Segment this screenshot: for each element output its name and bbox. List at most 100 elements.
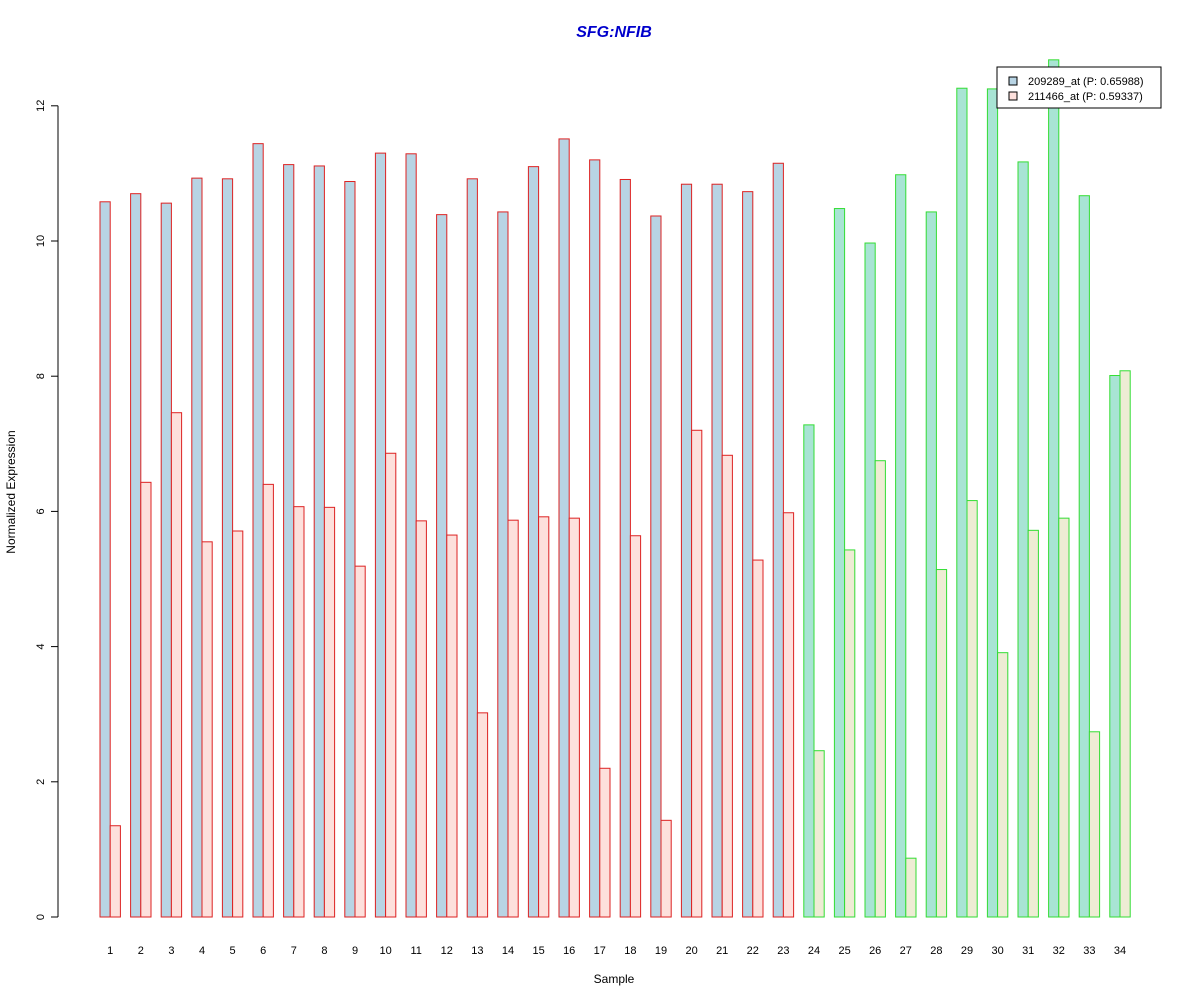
x-tick-label: 11 [410,945,421,957]
bar-series-2-sample-2 [140,481,152,918]
x-tick-label: 15 [532,945,544,957]
bar-series-1-sample-24 [803,424,815,918]
bar-series-2-sample-29 [966,500,978,918]
bar-series-2-sample-14 [507,519,519,918]
bar-series-1-sample-9 [344,181,356,918]
bar-series-1-sample-16 [558,138,570,918]
legend-entry-series-2: 211466_at (P: 0.59337) [1028,91,1143,103]
bar-series-2-sample-1 [109,825,121,918]
bar-series-2-sample-19 [660,819,672,918]
bar-series-2-sample-12 [446,534,458,918]
x-tick-label: 31 [1022,945,1034,957]
y-axis: 0 2 4 6 8 10 12 [35,100,59,920]
bars [99,59,1131,918]
bar-series-1-sample-11 [405,153,417,918]
chart-title: SFG:NFIB [576,24,652,41]
bar-series-1-sample-1 [99,201,111,918]
x-tick-label: 25 [838,945,850,957]
x-tick-label: 28 [930,945,942,957]
bar-series-1-sample-3 [160,202,172,918]
x-tick-label: 6 [260,945,266,957]
bar-series-2-sample-32 [1058,517,1070,918]
bar-series-2-sample-6 [262,483,274,918]
x-tick-label: 18 [624,945,636,957]
bar-series-1-sample-7 [283,164,295,918]
x-tick-label: 34 [1114,945,1126,957]
bar-series-2-sample-7 [293,506,305,918]
x-axis-tick-labels: 1 2 3 4 5 6 7 8 9 10 11 12 13 14 15 16 17 18 19 20 21 22 23 24 2… [107,945,1126,957]
bar-series-1-sample-25 [833,208,846,918]
x-tick-label: 33 [1083,945,1095,957]
y-tick-label: 6 [35,508,47,514]
x-tick-label: 17 [594,945,606,957]
bar-series-1-sample-18 [619,178,631,918]
x-tick-label: 20 [685,945,697,957]
bar-series-2-sample-8 [323,506,336,918]
bar-series-2-sample-31 [1027,529,1039,918]
bar-series-1-sample-27 [895,174,907,918]
x-tick-label: 30 [991,945,1003,957]
bar-series-1-sample-22 [742,191,754,918]
bar-series-2-sample-9 [354,565,366,918]
bar-series-1-sample-33 [1078,195,1090,918]
bar-series-1-sample-6 [252,143,264,918]
y-tick-label: 2 [35,779,47,785]
x-tick-label: 4 [199,945,205,957]
x-tick-label: 23 [777,945,789,957]
bar-series-1-sample-30 [986,88,999,918]
bar-series-2-sample-25 [844,549,856,918]
x-axis-label: Sample [594,972,635,986]
bar-series-2-sample-18 [629,535,642,918]
x-tick-label: 22 [747,945,759,957]
bar-series-2-sample-13 [476,712,489,918]
x-tick-label: 29 [961,945,973,957]
bar-series-1-sample-29 [956,87,968,918]
bar-series-2-sample-34 [1119,370,1131,918]
y-tick-label: 10 [35,235,47,247]
x-tick-label: 24 [808,945,820,957]
bar-series-1-sample-2 [130,193,142,918]
x-tick-label: 26 [869,945,881,957]
legend-swatch-series-1 [1008,76,1018,86]
bar-series-1-sample-15 [527,166,540,918]
bar-series-1-sample-13 [466,178,478,918]
bar-series-1-sample-28 [925,211,937,918]
x-tick-label: 19 [655,945,667,957]
bar-series-2-sample-20 [691,429,703,918]
bar-series-1-sample-31 [1017,161,1029,918]
bar-series-1-sample-32 [1048,59,1060,918]
bar-series-1-sample-17 [589,159,601,918]
bar-series-2-sample-27 [905,857,917,918]
legend-swatch-series-2 [1008,91,1018,101]
bar-series-2-sample-23 [782,512,795,918]
x-tick-label: 14 [502,945,514,957]
bar-series-2-sample-15 [538,516,550,918]
bar-series-2-sample-16 [568,517,580,918]
bar-series-2-sample-3 [170,412,183,918]
x-tick-label: 1 [107,945,113,957]
bar-series-1-sample-20 [680,183,693,918]
x-tick-label: 5 [230,945,236,957]
x-tick-label: 2 [138,945,144,957]
x-tick-label: 3 [168,945,174,957]
y-tick-label: 4 [35,644,47,650]
y-tick-label: 8 [35,373,47,379]
bar-series-2-sample-24 [813,750,825,918]
x-tick-label: 12 [441,945,453,957]
bar-series-2-sample-22 [752,559,764,918]
legend-box [996,66,1162,109]
bar-series-2-sample-11 [415,520,427,918]
bar-series-1-sample-34 [1109,375,1121,918]
bar-series-1-sample-26 [864,242,876,918]
bar-series-1-sample-12 [436,214,448,918]
y-tick-label: 12 [35,100,47,112]
legend-entry-series-1: 209289_at (P: 0.65988) [1028,76,1144,88]
bar-series-2-sample-26 [874,460,886,918]
bar-series-1-sample-21 [711,183,723,918]
bar-series-2-sample-28 [935,569,948,918]
x-tick-label: 27 [900,945,912,957]
y-axis-label: Normalized Expression [4,430,18,553]
bar-series-1-sample-8 [313,165,325,918]
bar-series-1-sample-19 [650,215,662,918]
